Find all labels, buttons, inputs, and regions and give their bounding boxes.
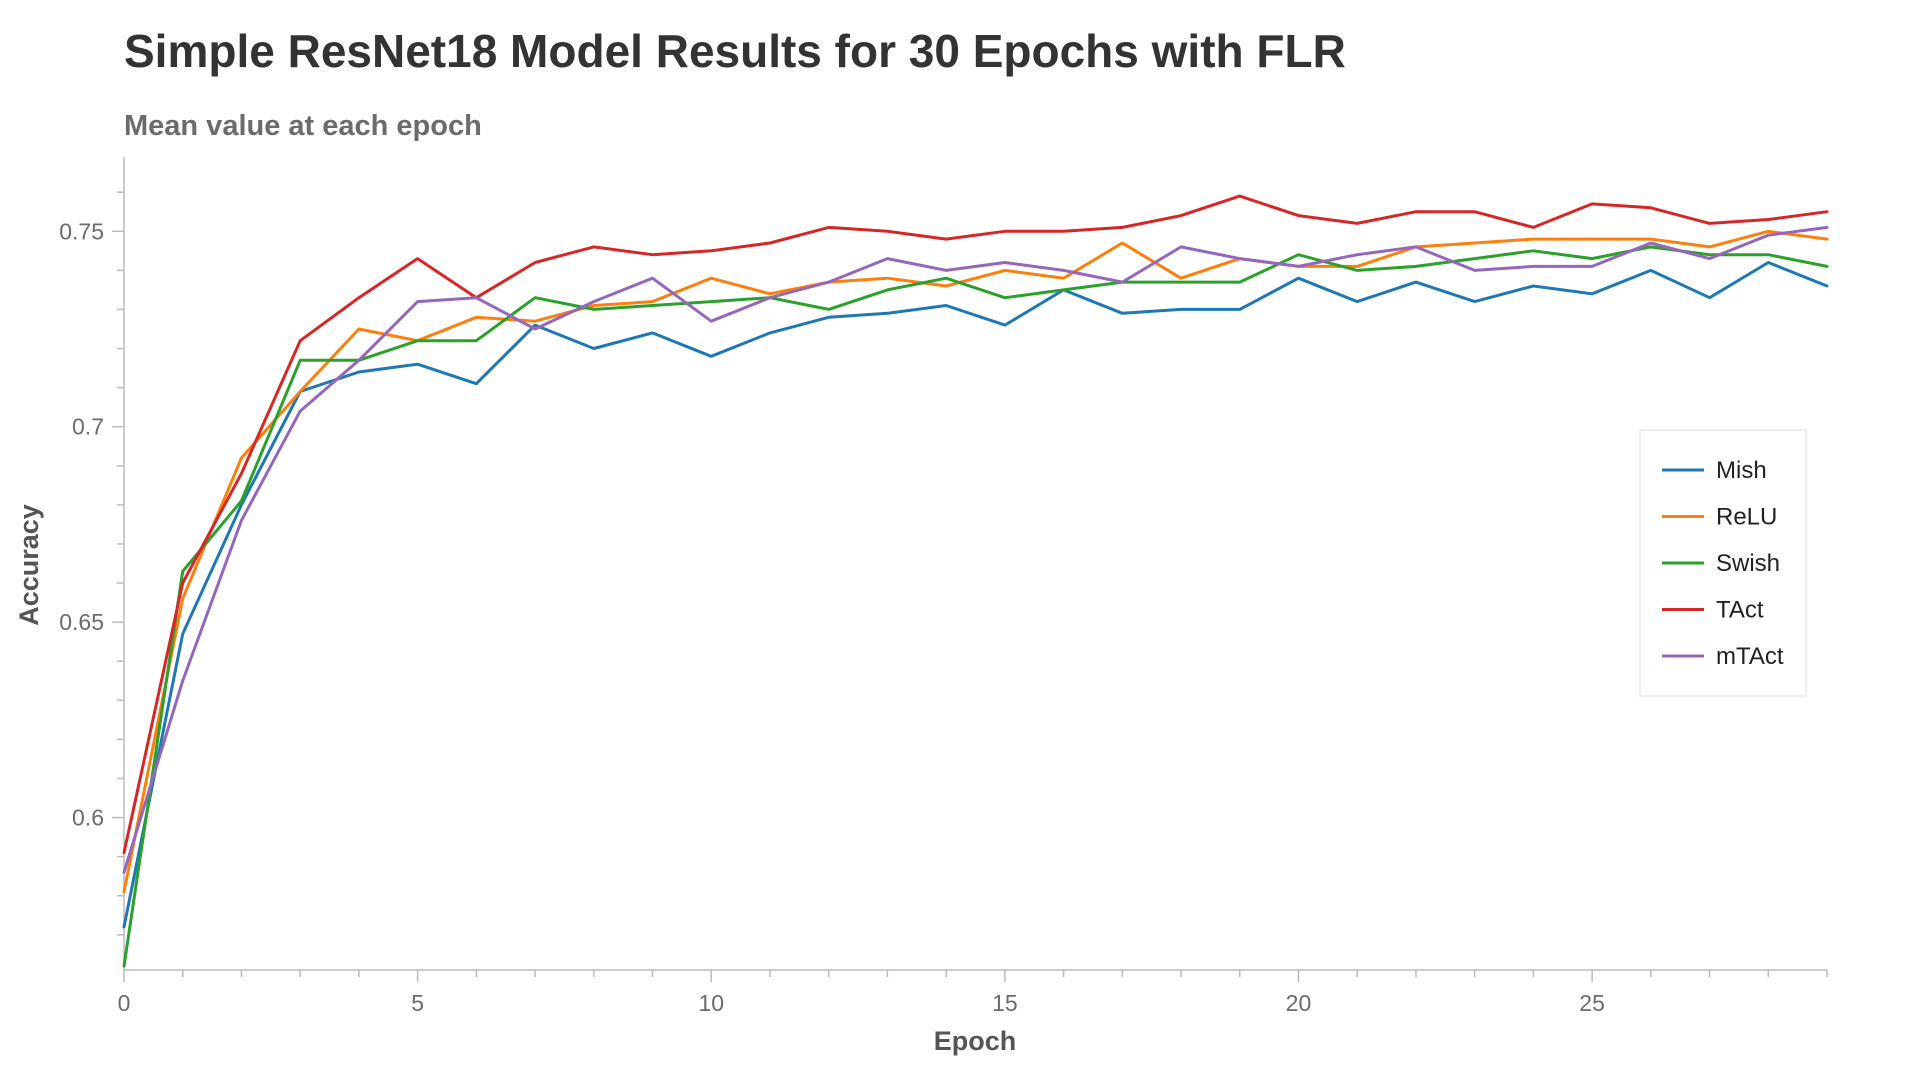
- x-tick-label: 10: [698, 990, 724, 1016]
- chart-subtitle: Mean value at each epoch: [124, 110, 482, 142]
- series-line-mtact: [122, 225, 1829, 874]
- x-axis-title: Epoch: [934, 1026, 1017, 1056]
- y-tick-label: 0.75: [59, 218, 104, 244]
- axes: 0 5 10 15 20 25 0.6 0.65 0.7 0.75: [59, 157, 1828, 1016]
- chart-title: Simple ResNet18 Model Results for 30 Epo…: [124, 25, 1346, 77]
- x-tick-label: 0: [118, 990, 131, 1016]
- series-line-tact: [122, 194, 1829, 855]
- series-lines: [122, 194, 1829, 968]
- x-tick-label: 5: [411, 990, 424, 1016]
- legend-label-tact: TAct: [1716, 597, 1764, 624]
- legend-label-swish: Swish: [1716, 550, 1780, 577]
- series-line-relu: [122, 229, 1829, 894]
- legend-label-mtact: mTAct: [1716, 643, 1784, 670]
- legend: Mish ReLU Swish TAct mTAct: [1639, 429, 1807, 697]
- series-line-mish: [122, 261, 1829, 929]
- x-tick-label: 15: [992, 990, 1018, 1016]
- y-tick-label: 0.65: [59, 609, 104, 635]
- y-tick-label: 0.7: [72, 414, 104, 440]
- y-axis-title: Accuracy: [14, 504, 44, 626]
- y-tick-label: 0.6: [72, 805, 104, 831]
- x-tick-label: 20: [1286, 990, 1312, 1016]
- legend-label-mish: Mish: [1716, 457, 1767, 484]
- series-line-swish: [122, 245, 1829, 968]
- x-tick-label: 25: [1579, 990, 1605, 1016]
- legend-label-relu: ReLU: [1716, 504, 1777, 531]
